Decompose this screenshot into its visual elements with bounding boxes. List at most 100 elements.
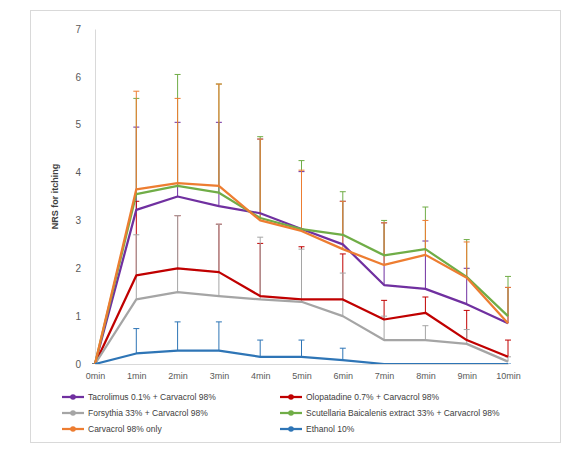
x-tick-label: 9min	[457, 371, 477, 381]
error-bar	[216, 224, 222, 296]
error-bar	[299, 249, 305, 302]
error-bar	[299, 170, 305, 231]
error-bars	[92, 74, 511, 364]
error-stem	[508, 287, 509, 323]
legend-marker	[70, 410, 76, 416]
error-cap	[422, 297, 428, 298]
error-stem	[301, 340, 302, 357]
legend-item: Ethanol 10%	[280, 424, 355, 434]
error-bar	[464, 240, 470, 277]
x-tick-label: 10min	[496, 371, 521, 381]
error-stem	[384, 223, 385, 285]
error-stem	[177, 74, 178, 186]
error-bar	[340, 273, 346, 316]
x-axis: 0min1min2min3min4min5min6min7min8min9min…	[86, 364, 521, 381]
error-cap	[340, 273, 346, 274]
error-stem	[425, 326, 426, 340]
y-tick: 2	[75, 263, 95, 274]
error-cap	[381, 300, 387, 301]
y-axis-line	[95, 30, 96, 365]
error-cap	[422, 220, 428, 221]
y-axis: 01234567	[75, 24, 95, 370]
legend-label: Forsythia 33% + Carvacrol 98%	[88, 408, 208, 418]
x-tick: 5min	[292, 364, 312, 381]
error-cap	[340, 348, 346, 349]
error-bar	[381, 223, 387, 265]
error-cap	[505, 340, 511, 341]
series-line	[95, 351, 508, 364]
y-tick-label: 4	[75, 167, 81, 178]
legend-label: Tacrolimus 0.1% + Carvacrol 98%	[88, 392, 216, 402]
error-cap	[340, 201, 346, 202]
error-bar	[340, 348, 346, 360]
legend-item: Forsythia 33% + Carvacrol 98%	[62, 408, 208, 418]
error-bar	[175, 216, 181, 293]
y-tick-label: 6	[75, 72, 81, 83]
error-cap	[464, 329, 470, 330]
legend-marker	[288, 410, 294, 416]
error-stem	[342, 273, 343, 316]
legend-label: Scutellaria Baicalenis extract 33% + Car…	[306, 408, 500, 418]
error-bar	[216, 84, 222, 186]
error-cap	[464, 241, 470, 242]
error-stem	[466, 330, 467, 344]
legend-label: Ethanol 10%	[306, 424, 355, 434]
error-cap	[257, 136, 263, 137]
error-cap	[257, 237, 263, 238]
error-stem	[218, 322, 219, 351]
legend-item: Olopatadine 0.7% + Carvacrol 98%	[280, 392, 439, 402]
error-stem	[177, 322, 178, 351]
error-cap	[299, 340, 305, 341]
error-bar	[505, 287, 511, 323]
error-bar	[505, 287, 511, 323]
error-stem	[136, 329, 137, 354]
x-tick: 9min	[457, 364, 477, 381]
y-tick: 6	[75, 72, 95, 83]
error-cap	[464, 310, 470, 311]
error-bar	[216, 84, 222, 193]
x-tick-label: 4min	[251, 371, 271, 381]
y-tick: 4	[75, 167, 95, 178]
series-line	[95, 197, 508, 365]
error-stem	[218, 224, 219, 296]
error-bar	[381, 300, 387, 319]
error-cap	[257, 139, 263, 140]
error-cap	[133, 328, 139, 329]
x-tick: 2min	[168, 364, 188, 381]
error-stem	[177, 98, 178, 183]
error-cap	[299, 160, 305, 161]
y-tick: 1	[75, 311, 95, 322]
error-cap	[340, 191, 346, 192]
error-cap	[216, 224, 222, 225]
error-bar	[175, 322, 181, 351]
legend-marker	[70, 426, 76, 432]
error-cap	[505, 287, 511, 288]
error-stem	[466, 242, 467, 278]
error-stem	[136, 235, 137, 300]
plot-area	[92, 74, 511, 364]
x-tick-label: 1min	[127, 371, 147, 381]
y-axis-title: NRS for itching	[50, 164, 60, 230]
error-cap	[422, 207, 428, 208]
y-tick: 5	[75, 119, 95, 130]
x-tick: 1min	[127, 364, 147, 381]
error-stem	[136, 91, 137, 189]
series-line	[95, 183, 508, 364]
legend-marker	[288, 426, 294, 432]
series-line	[95, 292, 508, 364]
error-cap	[133, 234, 139, 235]
legend-item: Tacrolimus 0.1% + Carvacrol 98%	[62, 392, 216, 402]
error-cap	[381, 222, 387, 223]
error-bar	[257, 139, 263, 220]
error-stem	[508, 340, 509, 357]
error-stem	[425, 297, 426, 313]
x-tick-label: 5min	[292, 371, 312, 381]
error-bar	[257, 340, 263, 357]
legend-item: Scutellaria Baicalenis extract 33% + Car…	[280, 408, 500, 418]
x-tick: 7min	[375, 364, 395, 381]
legend-label: Carvacrol 98% only	[88, 424, 162, 434]
error-cap	[505, 276, 511, 277]
error-cap	[175, 321, 181, 322]
y-tick: 7	[75, 24, 95, 35]
error-stem	[301, 170, 302, 231]
